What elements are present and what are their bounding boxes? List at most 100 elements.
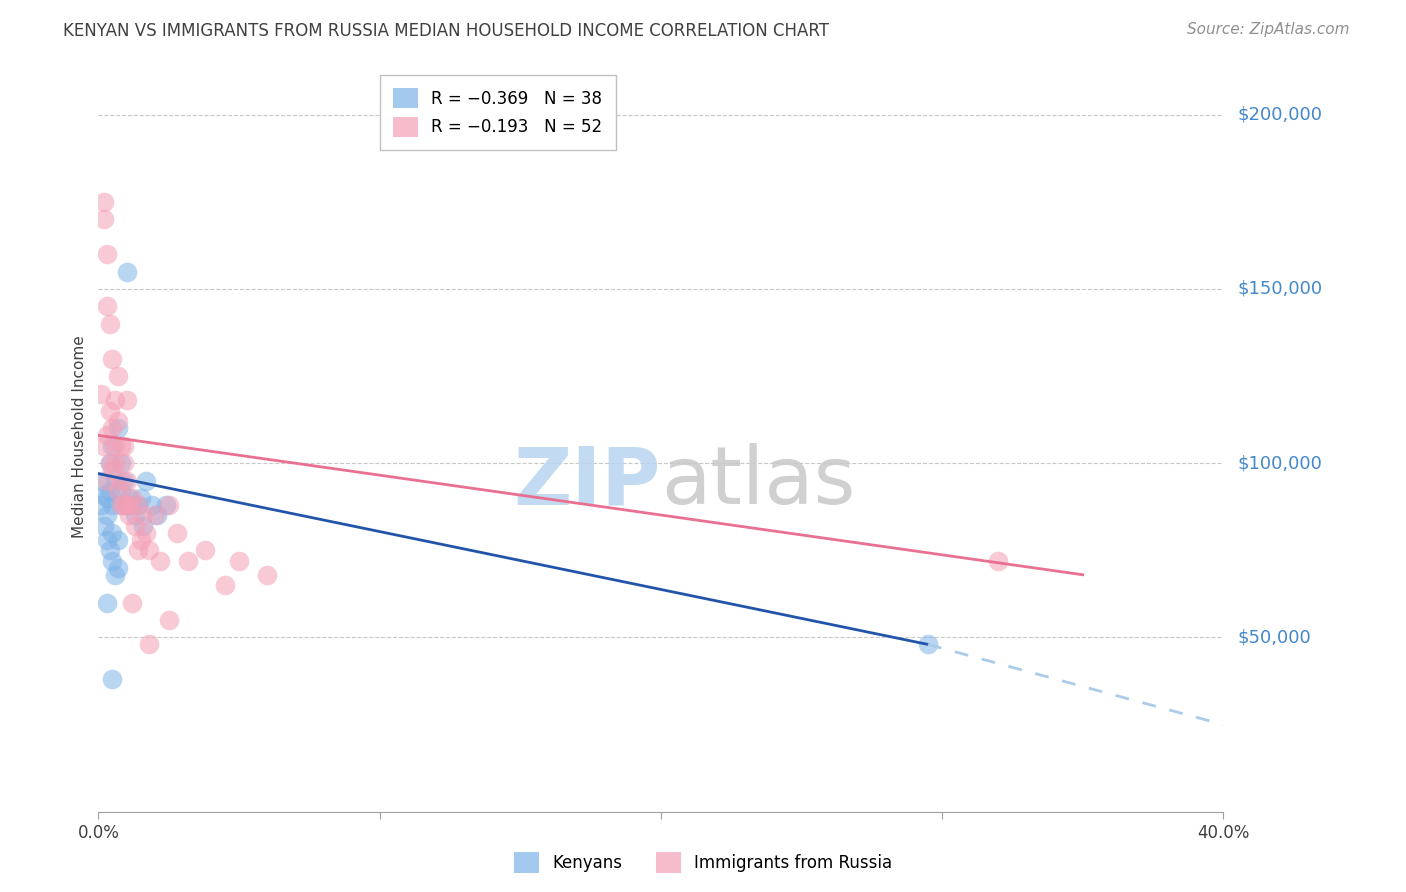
Point [107, 561, 129, 575]
Point [138, 637, 160, 651]
Point [93, 519, 115, 533]
Point [98, 317, 121, 331]
Point [107, 414, 129, 428]
Point [93, 439, 115, 453]
Text: $50,000: $50,000 [1237, 629, 1310, 647]
Point [121, 596, 143, 610]
Point [228, 554, 250, 568]
Point [110, 439, 132, 453]
Point [98, 484, 121, 499]
Point [98, 456, 121, 470]
Point [118, 508, 141, 523]
Point [107, 421, 129, 435]
Point [121, 491, 143, 505]
Point [101, 554, 124, 568]
Point [110, 484, 132, 499]
Legend: Kenyans, Immigrants from Russia: Kenyans, Immigrants from Russia [508, 846, 898, 880]
Point [93, 212, 115, 227]
Point [90, 386, 112, 401]
Point [90, 498, 112, 512]
Point [107, 533, 129, 547]
Y-axis label: Median Household Income: Median Household Income [72, 335, 87, 539]
Point [96, 247, 118, 261]
Point [135, 474, 157, 488]
Point [101, 421, 124, 435]
Point [127, 498, 149, 512]
Point [101, 463, 124, 477]
Point [112, 439, 135, 453]
Point [104, 567, 127, 582]
Point [149, 554, 172, 568]
Point [101, 673, 124, 687]
Point [96, 596, 118, 610]
Point [96, 533, 118, 547]
Point [101, 439, 124, 453]
Point [118, 491, 141, 505]
Point [987, 554, 1010, 568]
Point [115, 498, 138, 512]
Point [101, 498, 124, 512]
Point [129, 491, 152, 505]
Point [93, 487, 115, 501]
Point [132, 519, 155, 533]
Point [107, 369, 129, 384]
Point [112, 498, 135, 512]
Point [110, 498, 132, 512]
Point [104, 439, 127, 453]
Point [138, 543, 160, 558]
Point [104, 393, 127, 408]
Text: atlas: atlas [661, 443, 855, 521]
Point [146, 508, 169, 523]
Point [101, 525, 124, 540]
Point [155, 498, 177, 512]
Text: Source: ZipAtlas.com: Source: ZipAtlas.com [1187, 22, 1350, 37]
Point [107, 484, 129, 499]
Point [214, 578, 236, 592]
Point [141, 498, 163, 512]
Point [157, 498, 180, 512]
Point [135, 525, 157, 540]
Text: $100,000: $100,000 [1237, 454, 1322, 472]
Point [143, 508, 166, 523]
Point [256, 567, 278, 582]
Point [129, 533, 152, 547]
Point [98, 543, 121, 558]
Point [118, 498, 141, 512]
Text: $150,000: $150,000 [1237, 280, 1322, 298]
Text: ZIP: ZIP [513, 443, 661, 521]
Point [115, 393, 138, 408]
Point [124, 519, 146, 533]
Point [132, 508, 155, 523]
Point [110, 498, 132, 512]
Point [96, 299, 118, 313]
Point [96, 491, 118, 505]
Text: KENYAN VS IMMIGRANTS FROM RUSSIA MEDIAN HOUSEHOLD INCOME CORRELATION CHART: KENYAN VS IMMIGRANTS FROM RUSSIA MEDIAN … [63, 22, 830, 40]
Point [115, 498, 138, 512]
Point [127, 543, 149, 558]
Point [194, 543, 217, 558]
Point [96, 508, 118, 523]
Point [115, 264, 138, 278]
Point [110, 456, 132, 470]
Point [121, 498, 143, 512]
Point [112, 456, 135, 470]
Point [166, 525, 188, 540]
Point [917, 637, 939, 651]
Point [104, 474, 127, 488]
Point [110, 474, 132, 488]
Point [124, 508, 146, 523]
Point [127, 498, 149, 512]
Point [177, 554, 200, 568]
Point [93, 194, 115, 209]
Text: $200,000: $200,000 [1237, 106, 1322, 124]
Legend: R = −0.369   N = 38, R = −0.193   N = 52: R = −0.369 N = 38, R = −0.193 N = 52 [380, 75, 616, 150]
Point [96, 428, 118, 442]
Point [98, 456, 121, 470]
Point [98, 404, 121, 418]
Point [96, 474, 118, 488]
Point [157, 613, 180, 627]
Point [101, 351, 124, 366]
Point [115, 474, 138, 488]
Point [104, 456, 127, 470]
Point [112, 474, 135, 488]
